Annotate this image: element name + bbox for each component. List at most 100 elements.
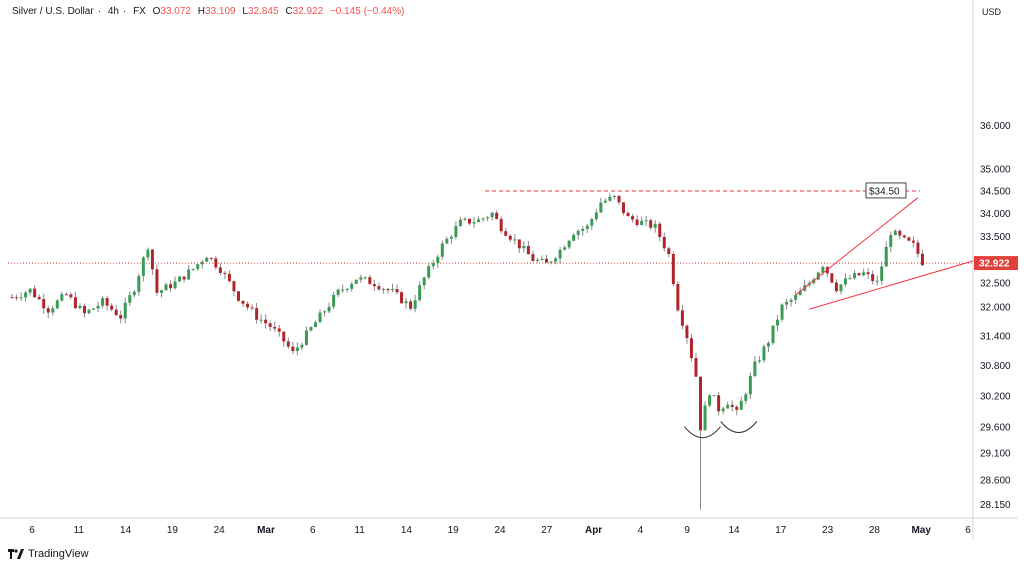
candle-body [703, 405, 707, 431]
y-tick-label: 35.000 [980, 164, 1011, 175]
candle [368, 274, 372, 285]
candle-body [526, 245, 530, 255]
ohlc-high-value: 33.109 [205, 6, 236, 17]
candle [101, 296, 105, 309]
candle-body [916, 242, 920, 254]
candle [268, 320, 272, 332]
candle-body [273, 326, 277, 329]
candle [55, 298, 59, 310]
candle [871, 270, 875, 285]
wedge-upper-line [795, 197, 919, 296]
candle [33, 284, 37, 299]
candles-layer [10, 193, 924, 510]
candle-body [119, 315, 123, 319]
interval-label[interactable]: 4h [107, 6, 119, 17]
candle [191, 268, 195, 272]
candle [236, 290, 240, 302]
x-tick-label: Apr [585, 525, 602, 536]
ohlc-open-key: O [152, 6, 161, 17]
candle [332, 291, 336, 310]
candle-body [313, 322, 317, 328]
y-tick-label: 28.600 [980, 475, 1011, 486]
candle-body [798, 290, 802, 296]
candle [463, 216, 467, 221]
candle [200, 260, 204, 269]
candle-body [540, 258, 544, 260]
candle-body [875, 280, 879, 282]
candle [830, 272, 834, 284]
candle-body [404, 301, 408, 304]
candle [114, 305, 118, 316]
candle-body [744, 394, 748, 401]
candle [572, 233, 576, 242]
candle-body [685, 325, 689, 339]
candle-body [51, 308, 55, 313]
candle-body [42, 299, 46, 309]
candle [680, 304, 684, 330]
candle [581, 226, 585, 236]
candle-body [635, 219, 639, 225]
candle-body [300, 344, 304, 348]
candle [848, 274, 852, 280]
candle-body [739, 400, 743, 410]
candle [159, 289, 163, 298]
candle [350, 281, 354, 292]
candle [10, 294, 14, 299]
candle [617, 195, 621, 205]
candle-body [508, 235, 512, 240]
candle-body [468, 218, 471, 224]
candle [694, 353, 698, 378]
candle [96, 301, 100, 313]
candle [169, 280, 173, 293]
tradingview-brand[interactable]: TradingView [8, 546, 89, 562]
candle-body [572, 234, 576, 241]
candle [209, 257, 213, 261]
symbol-name[interactable]: Silver / U.S. Dollar [12, 6, 94, 17]
candle [69, 292, 73, 300]
candle [313, 320, 317, 328]
candle [612, 195, 616, 200]
candle-body [141, 257, 145, 276]
candle [472, 216, 476, 228]
candle [386, 287, 390, 294]
candle-body [535, 259, 539, 262]
candle-body [105, 298, 109, 306]
candle [563, 245, 567, 251]
candle-body [920, 253, 924, 266]
candle [60, 291, 64, 302]
candle-body [214, 258, 218, 268]
candle-body [581, 228, 585, 231]
candle-body [599, 202, 603, 213]
candle [893, 229, 897, 236]
ohlc-high-key: H [197, 6, 206, 17]
candle [418, 281, 422, 302]
candle [549, 260, 553, 265]
candle [164, 282, 168, 291]
wedge-lower-line [809, 256, 987, 310]
candle-body [323, 311, 327, 313]
candle [911, 236, 915, 248]
candle-body [200, 261, 204, 265]
candle [427, 262, 431, 280]
candle [708, 394, 712, 408]
candle [182, 276, 186, 283]
candle-body [631, 216, 635, 220]
x-tick-label: 14 [120, 525, 132, 536]
candle-body [662, 236, 666, 249]
candle [635, 215, 639, 228]
candle [458, 217, 462, 227]
candle-body [735, 406, 739, 410]
candle-body [87, 309, 91, 314]
candle-body [37, 297, 41, 300]
candle-body [159, 290, 163, 293]
candle-body [232, 281, 236, 292]
candle [413, 294, 417, 313]
current-price-label: 32.922 [979, 259, 1010, 270]
candle-body [730, 404, 734, 407]
y-tick-label: 30.200 [980, 391, 1011, 402]
ohlc-close: C32.922 [285, 6, 323, 17]
candle [295, 342, 299, 356]
candle [468, 218, 471, 226]
candle-body [640, 220, 644, 225]
